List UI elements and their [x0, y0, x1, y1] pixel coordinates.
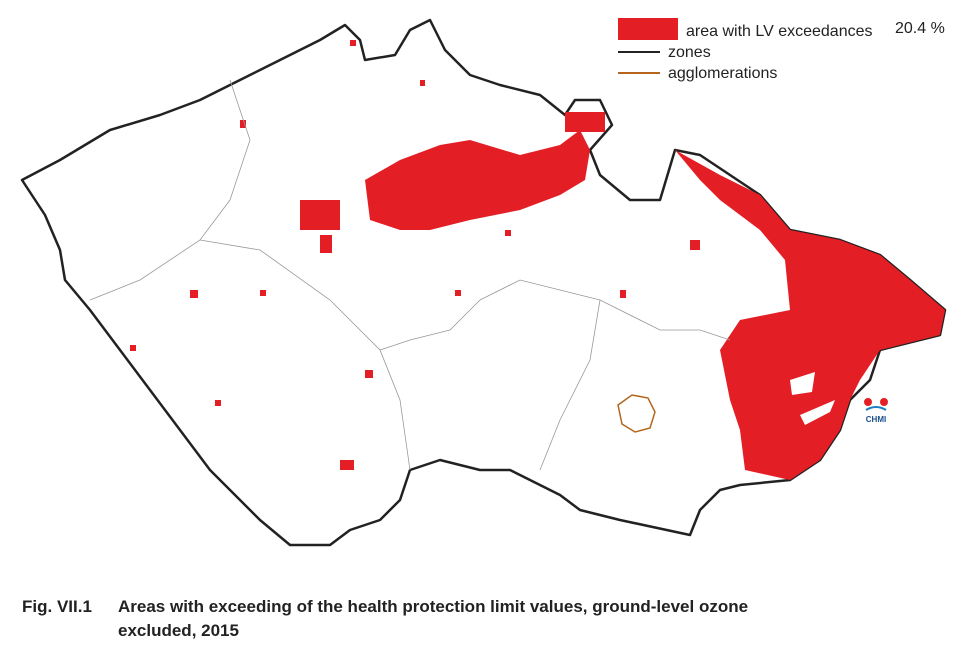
legend-label: zones [668, 44, 711, 61]
map [20, 18, 947, 547]
exceedance-spots [130, 40, 700, 470]
exceedance-gap [790, 372, 835, 425]
legend-swatch [618, 18, 678, 40]
caption-number: Fig. VII.1 [22, 597, 92, 616]
legend: area with LV exceedances 20.4 % zones ag… [618, 18, 945, 82]
logo-text: CHMI [866, 415, 886, 424]
caption: Fig. VII.1 Areas with exceeding of the h… [22, 597, 748, 640]
caption-text: excluded, 2015 [118, 621, 239, 640]
legend-share: 20.4 % [895, 20, 945, 37]
legend-label: agglomerations [668, 65, 777, 82]
agglomeration [617, 394, 656, 433]
logo: CHMI [864, 398, 888, 424]
caption-text: Areas with exceeding of the health prote… [118, 597, 748, 616]
zone-borders [89, 79, 731, 471]
exceedance-area [365, 130, 590, 230]
exceedance-area [675, 150, 945, 480]
legend-label: area with LV exceedances [686, 23, 872, 40]
